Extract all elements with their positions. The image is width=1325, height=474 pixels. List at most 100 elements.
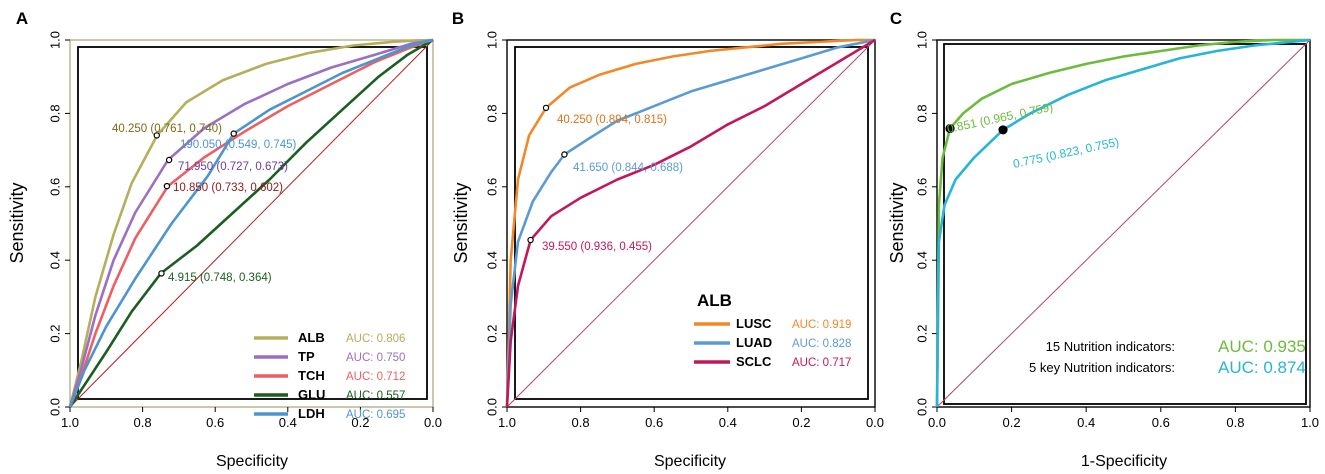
- cutoff-point: [998, 125, 1008, 135]
- cutoff-point: [153, 132, 160, 139]
- x-tick-label: 0.2: [1003, 415, 1021, 430]
- x-tick-label: 1.0: [61, 415, 79, 430]
- x-tick-label: 0.2: [792, 415, 810, 430]
- plot-box: [77, 46, 428, 400]
- legend-auc: AUC: 0.935: [1218, 337, 1306, 356]
- y-tick-label: 0.2: [914, 325, 929, 343]
- legend-label: GLU: [298, 387, 325, 402]
- reference-diagonal: [506, 39, 876, 408]
- axes-frame: [936, 39, 1311, 408]
- y-tick-label: 0.8: [484, 104, 499, 122]
- panel-letter: C: [890, 9, 902, 28]
- legend-auc: AUC: 0.919: [792, 319, 851, 331]
- x-tick-label: 0.6: [1152, 415, 1170, 430]
- y-tick-label: 0.0: [914, 398, 929, 416]
- cutoff-annotation: 40.250 (0.761, 0.740): [112, 123, 222, 135]
- reference-diagonal: [936, 39, 1311, 408]
- cutoff-point: [527, 236, 534, 244]
- x-tick-label: 0.0: [866, 415, 884, 430]
- legend-label: ALB: [298, 330, 325, 345]
- axes-frame: [69, 39, 434, 408]
- y-tick-label: 0.6: [484, 178, 499, 196]
- y-tick-label: 0.6: [914, 178, 929, 196]
- cutoff-point: [158, 270, 165, 277]
- roc-curve-5-key-nutrition-indicators: [935, 38, 1311, 408]
- x-tick-label: 0.0: [928, 415, 946, 430]
- panel-c: C 0.0 0.2 0.4 0.6 0.8 1.0 0.0 0.2 0.4 0.6 0.8 1.0 1-S…: [887, 9, 1319, 470]
- x-tick-label: 0.6: [206, 415, 224, 430]
- y-tick-label: 0.8: [47, 104, 62, 122]
- legend: ALB AUC: 0.806 TP AUC: 0.750 TCH AUC: 0.712 GL…: [254, 330, 405, 421]
- y-tick-label: 0.8: [914, 104, 929, 122]
- roc-curve-tch: [68, 38, 434, 408]
- cutoff-annotation: 71.950 (0.727, 0.673): [178, 161, 288, 173]
- legend-auc: AUC: 0.806: [346, 333, 405, 345]
- roc-curve-sclc: [505, 38, 876, 408]
- y-tick-label: 0.2: [47, 325, 62, 343]
- legend-auc: AUC: 0.874: [1218, 358, 1306, 377]
- roc-curve-alb: [68, 38, 434, 408]
- cutoff-annotation: 190.050 (0.549, 0.745): [180, 139, 297, 151]
- x-tick-label: 1.0: [498, 415, 516, 430]
- legend-label: 15 Nutrition indicators:: [1046, 339, 1175, 354]
- x-tick-label: 0.8: [134, 415, 152, 430]
- roc-curve-luad: [505, 38, 876, 408]
- axes-frame: [506, 39, 876, 408]
- cutoff-annotation: 40.250 (0.894, 0.815): [557, 114, 667, 126]
- cutoff-annotation: 10.850 (0.733, 0.602): [173, 182, 283, 194]
- legend-label: TP: [298, 349, 315, 364]
- reference-diagonal: [69, 39, 434, 408]
- legend-auc: AUC: 0.695: [346, 409, 405, 421]
- x-axis-label: Specificity: [654, 453, 726, 470]
- panel-b: B 0.0 0.2 0.4 0.6 0.8 1.0 1.0 0.8 0.6 0.4 0.2 0.0 Spe…: [451, 9, 884, 470]
- y-axis-label: Sensitivity: [7, 182, 27, 263]
- x-tick-label: 0.8: [1226, 415, 1244, 430]
- cutoff-point: [163, 182, 171, 190]
- y-tick-label: 1.0: [914, 31, 929, 49]
- legend-label: LUAD: [736, 335, 772, 350]
- legend-auc: AUC: 0.750: [346, 352, 405, 364]
- x-tick-label: 0.4: [719, 415, 737, 430]
- y-axis-label: Sensitivity: [451, 182, 471, 263]
- legend-auc: AUC: 0.712: [346, 371, 405, 383]
- x-axis-label: 1-Specificity: [1081, 453, 1167, 470]
- y-tick-label: 0.4: [484, 251, 499, 269]
- x-tick-label: 1.0: [1301, 415, 1319, 430]
- panel-letter: B: [452, 9, 464, 28]
- legend-auc: AUC: 0.828: [792, 338, 851, 350]
- legend-label: 5 key Nutrition indicators:: [1029, 360, 1175, 375]
- y-tick-label: 1.0: [47, 31, 62, 49]
- cutoff-annotation: 41.650 (0.844, 0.688): [573, 162, 683, 174]
- roc-curve-tp: [68, 38, 434, 408]
- roc-curve-glu: [68, 38, 434, 408]
- x-tick-label: 0.0: [424, 415, 442, 430]
- y-tick-label: 1.0: [484, 31, 499, 49]
- y-tick-label: 0.4: [914, 251, 929, 269]
- cutoff-point: [542, 104, 550, 112]
- legend-label: SCLC: [736, 354, 772, 369]
- legend: ALB LUSC AUC: 0.919 LUAD AUC: 0.828 SCLC AUC: …: [694, 291, 851, 369]
- y-axis-label: Sensitivity: [887, 182, 907, 263]
- y-tick-label: 0.2: [484, 325, 499, 343]
- y-tick-label: 0.0: [47, 398, 62, 416]
- cutoff-annotation: 0.775 (0.823, 0.755): [1012, 135, 1121, 171]
- cutoff-point: [230, 130, 237, 137]
- cutoff-annotation: 39.550 (0.936, 0.455): [542, 241, 652, 253]
- legend: 15 Nutrition indicators: AUC: 0.935 5 key …: [1029, 337, 1306, 377]
- cutoff-annotation: 4.915 (0.748, 0.364): [168, 272, 272, 284]
- y-tick-label: 0.4: [47, 251, 62, 269]
- legend-label: TCH: [298, 368, 325, 383]
- roc-curve-15-nutrition-indicators: [935, 38, 1310, 408]
- panel-letter: A: [16, 9, 28, 28]
- panel-a: A 0.0 0.2 0.4 0.6 0.8 1.0 1.0 0.8 0.6 0.4 0.2 0.0 Spe…: [7, 9, 442, 470]
- legend-label: LDH: [298, 406, 325, 421]
- legend-auc: AUC: 0.717: [792, 357, 851, 369]
- x-tick-label: 0.4: [1077, 415, 1095, 430]
- x-tick-label: 0.2: [351, 415, 369, 430]
- legend-label: LUSC: [736, 316, 772, 331]
- y-tick-label: 0.6: [47, 178, 62, 196]
- x-axis-label: Specificity: [216, 453, 288, 470]
- cutoff-point: [561, 151, 568, 158]
- x-tick-label: 0.6: [645, 415, 663, 430]
